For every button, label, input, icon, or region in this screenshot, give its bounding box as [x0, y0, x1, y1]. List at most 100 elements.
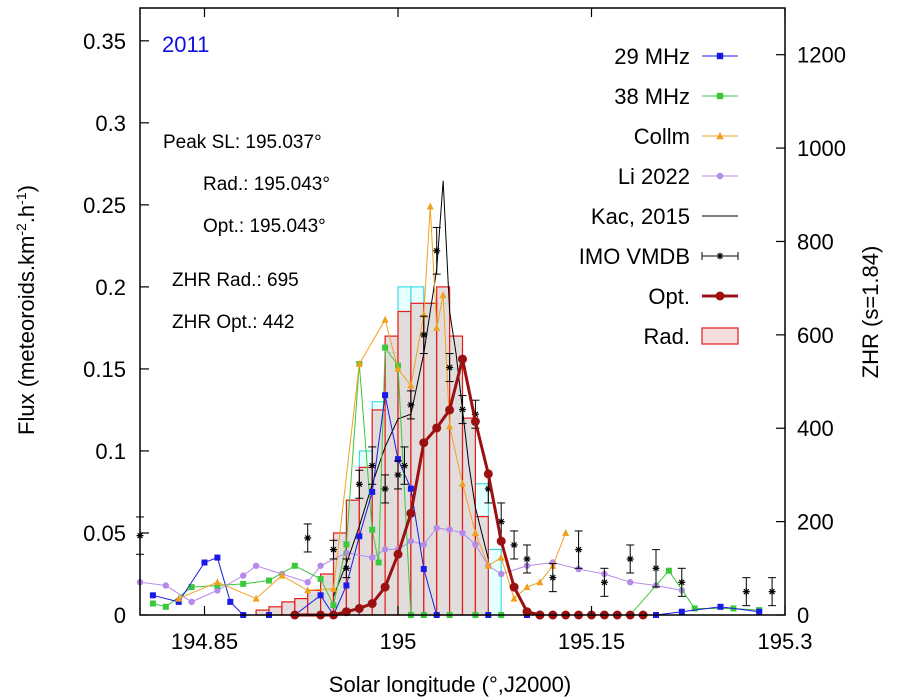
s38-point [266, 577, 272, 584]
collm-point [471, 528, 479, 536]
collm-point [439, 291, 447, 299]
li2022-line [139, 527, 682, 603]
imo-point [400, 462, 408, 470]
collm-point [459, 479, 466, 487]
s38-point [382, 344, 389, 351]
collm-point [175, 594, 183, 602]
opt-point [470, 416, 480, 426]
star-stroke [304, 535, 311, 541]
legend-symbol-rad [701, 327, 739, 345]
s38-point [188, 584, 195, 591]
imo-point [355, 480, 363, 488]
axes: 0 0.05 0.1 0.15 0.2 0.25 0.3 0.35 0 200 400 600 800 1… [83, 8, 846, 654]
y-tick-label: 0.15 [83, 357, 126, 382]
legend-marker-opt [715, 291, 725, 301]
s38-point [375, 559, 382, 566]
imo-point [330, 546, 337, 554]
collm-point [381, 315, 389, 323]
star-stroke [459, 406, 466, 413]
y-tick-label: 0.25 [83, 193, 126, 218]
s29-point [317, 592, 324, 599]
legend-label-s38: 38 MHz [614, 84, 690, 109]
imo-point [600, 578, 608, 586]
s38-point [317, 575, 324, 582]
s29-point [395, 456, 401, 463]
collm-point [433, 323, 441, 331]
opt-point [367, 599, 377, 609]
star-stroke [627, 556, 634, 562]
collm-point [407, 381, 415, 389]
imo-point [575, 546, 583, 554]
y-axis-title-sup1: -2 [13, 223, 29, 236]
li2022-point [575, 565, 582, 573]
collm-point [426, 202, 434, 210]
imo-point [768, 588, 776, 596]
star-stroke [330, 546, 337, 553]
s38-point [691, 605, 698, 612]
y-tick-label: 0.2 [95, 275, 126, 300]
y2-tick-label: 0 [797, 603, 809, 628]
s38-point [343, 541, 350, 548]
imo-point [368, 462, 376, 470]
s29-point [201, 559, 208, 566]
li2022-point [627, 578, 634, 586]
imo-point [342, 564, 350, 572]
collm-point [394, 364, 402, 372]
li2022-point [433, 524, 440, 532]
star-stroke [498, 518, 505, 525]
x-tick-label: 195.15 [558, 629, 625, 654]
star-stroke [524, 556, 530, 562]
s29-point [756, 608, 763, 615]
opt-point [509, 582, 519, 592]
imo-point [420, 331, 428, 339]
opt-point [458, 354, 467, 364]
star-stroke [769, 588, 775, 595]
opt-point [341, 607, 351, 617]
star-stroke [743, 588, 750, 595]
opt-point [393, 549, 403, 559]
collm-point [355, 359, 363, 367]
s29-point [420, 566, 427, 573]
series-layer [136, 180, 777, 620]
s38-point [330, 602, 337, 609]
li2022-point [407, 537, 415, 545]
legend-label-collm: Collm [634, 124, 690, 149]
star-stroke [653, 565, 659, 572]
s29-point [369, 488, 376, 495]
s29-point [175, 598, 182, 605]
imo-point [459, 406, 466, 414]
star-stroke [369, 462, 376, 469]
s29-point [343, 582, 350, 589]
opt-point [483, 469, 493, 479]
y2-axis-title: ZHR (s=1.84) [858, 246, 883, 379]
imo-point [446, 364, 454, 372]
imo-point [652, 564, 660, 572]
s38-point [369, 526, 376, 533]
y-tick-label: 0.1 [95, 439, 126, 464]
star-stroke [511, 542, 517, 548]
imo-point [523, 555, 531, 563]
li2022-point [369, 554, 376, 561]
legend-label-kac: Kac, 2015 [591, 204, 690, 229]
legend-marker-s29 [716, 52, 724, 60]
s38-point [149, 600, 156, 607]
s29-point [356, 533, 363, 540]
collm-point [446, 422, 454, 430]
y-tick-label: 0.3 [95, 111, 126, 136]
imo-point [549, 574, 557, 582]
annot-zhr-rad: ZHR Rad.: 695 [172, 270, 299, 291]
li2022-point [214, 587, 221, 594]
s29-point [678, 608, 685, 615]
star-stroke [446, 364, 453, 371]
year-label: 2011 [162, 32, 209, 57]
y-axis-title-main: Flux (meteoroids.km [14, 236, 39, 435]
opt-point [432, 423, 442, 433]
collm-point [304, 586, 312, 594]
imo-point [742, 588, 750, 596]
collm-point [497, 553, 505, 561]
imo-point [394, 471, 402, 479]
annot-zhr-opt: ZHR Opt.: 442 [172, 312, 295, 333]
star-stroke [575, 546, 582, 553]
legend-marker-imo [716, 252, 724, 260]
